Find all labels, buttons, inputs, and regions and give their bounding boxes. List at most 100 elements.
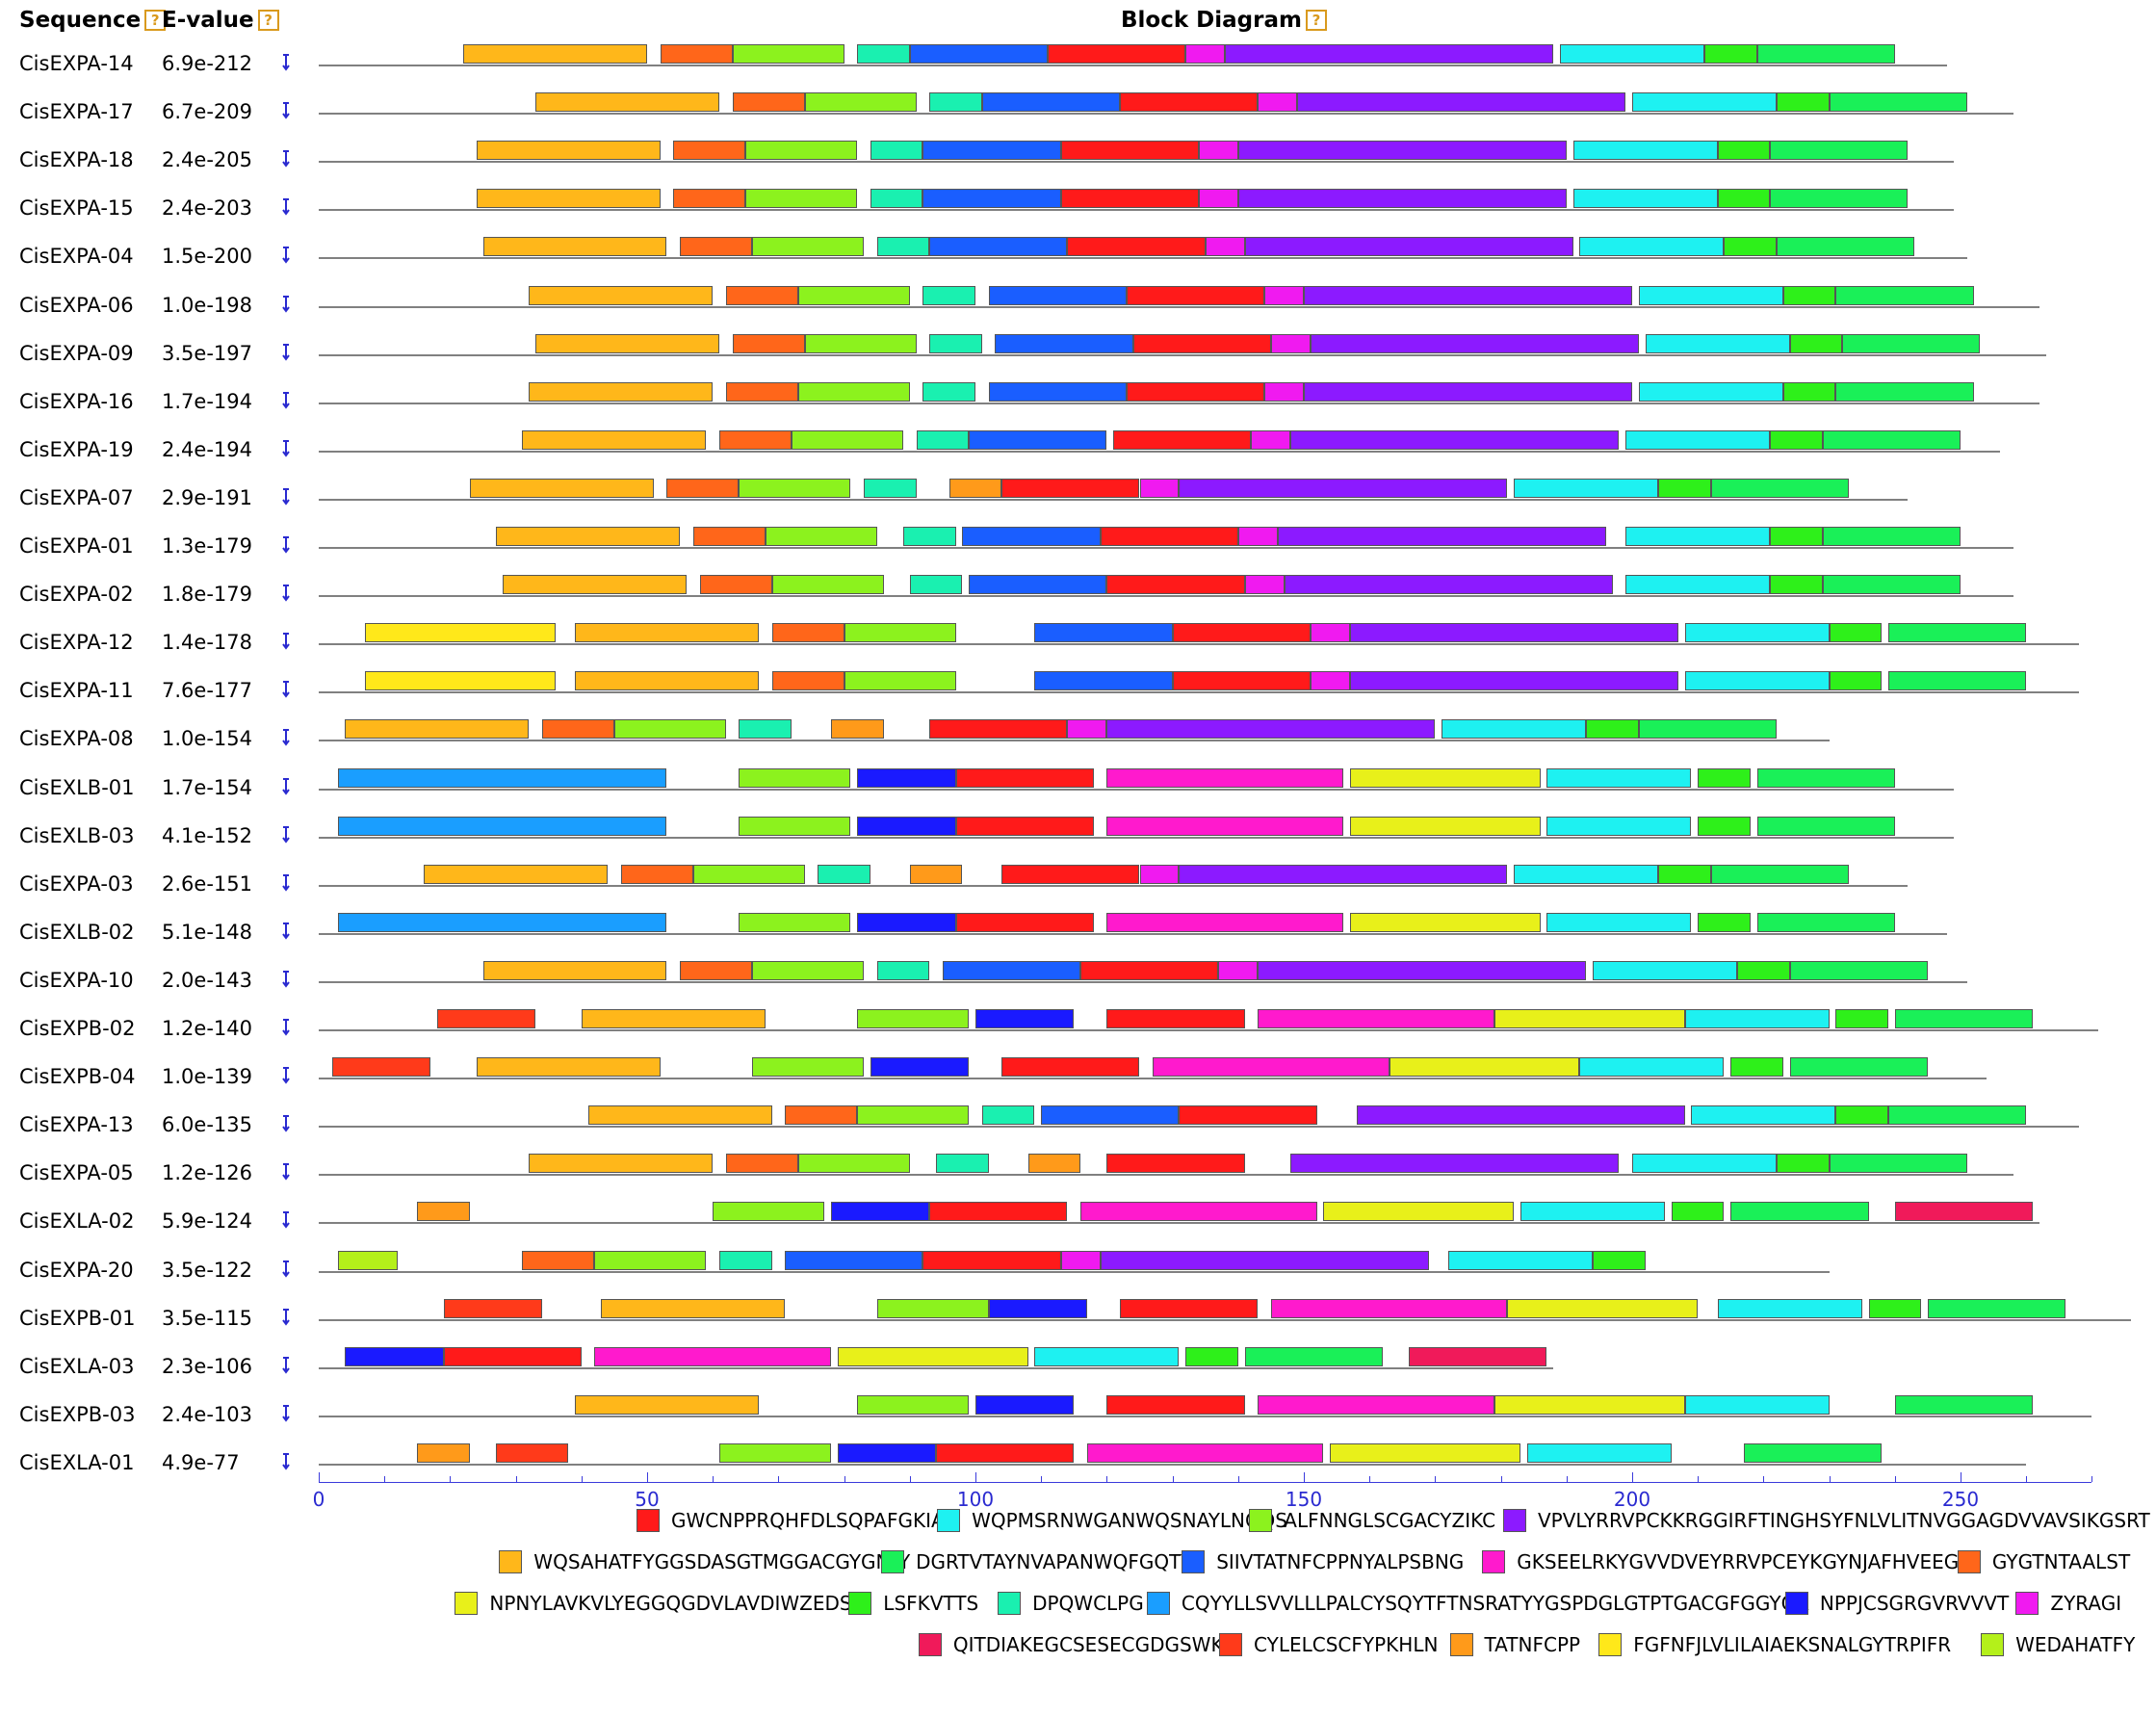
- motif-block[interactable]: [765, 527, 877, 546]
- strand-arrow-icon[interactable]: [281, 1356, 291, 1374]
- strand-arrow-icon[interactable]: [281, 1452, 291, 1470]
- strand-arrow-icon[interactable]: [281, 922, 291, 940]
- motif-block[interactable]: [502, 575, 687, 595]
- motif-block[interactable]: [1185, 1346, 1238, 1366]
- motif-block[interactable]: [936, 1442, 1075, 1463]
- motif-block[interactable]: [1770, 189, 1909, 209]
- motif-block[interactable]: [981, 1105, 1035, 1126]
- motif-block[interactable]: [1717, 189, 1771, 209]
- motif-block[interactable]: [1270, 333, 1311, 353]
- motif-block[interactable]: [1625, 429, 1771, 450]
- motif-block[interactable]: [1198, 141, 1238, 161]
- motif-block[interactable]: [1126, 381, 1265, 402]
- motif-block[interactable]: [1290, 1154, 1620, 1174]
- motif-block[interactable]: [1638, 719, 1778, 740]
- motif-block[interactable]: [1244, 237, 1573, 257]
- strand-arrow-icon[interactable]: [281, 585, 291, 602]
- strand-arrow-icon[interactable]: [281, 102, 291, 119]
- motif-block[interactable]: [948, 478, 1002, 498]
- motif-block[interactable]: [739, 478, 851, 498]
- motif-block[interactable]: [522, 429, 707, 450]
- motif-block[interactable]: [922, 285, 975, 305]
- motif-block[interactable]: [975, 1394, 1075, 1415]
- motif-block[interactable]: [876, 1298, 989, 1318]
- motif-block[interactable]: [713, 1202, 825, 1222]
- motif-block[interactable]: [1835, 381, 1974, 402]
- motif-block[interactable]: [574, 671, 759, 691]
- motif-block[interactable]: [522, 1250, 595, 1270]
- motif-block[interactable]: [469, 478, 654, 498]
- motif-block[interactable]: [1927, 1298, 2066, 1318]
- motif-block[interactable]: [1822, 527, 1961, 546]
- motif-block[interactable]: [620, 864, 693, 884]
- motif-block[interactable]: [1060, 141, 1199, 161]
- motif-block[interactable]: [739, 816, 851, 836]
- motif-block[interactable]: [1756, 912, 1895, 932]
- motif-block[interactable]: [417, 1202, 470, 1222]
- motif-block[interactable]: [1730, 1202, 1869, 1222]
- motif-block[interactable]: [719, 1442, 831, 1463]
- motif-block[interactable]: [739, 767, 851, 788]
- motif-block[interactable]: [837, 1346, 1028, 1366]
- motif-block[interactable]: [857, 767, 956, 788]
- motif-block[interactable]: [929, 333, 982, 353]
- motif-block[interactable]: [338, 912, 667, 932]
- motif-block[interactable]: [496, 527, 681, 546]
- motif-block[interactable]: [1270, 1298, 1508, 1318]
- motif-block[interactable]: [1684, 1394, 1830, 1415]
- motif-block[interactable]: [1067, 719, 1107, 740]
- motif-block[interactable]: [1514, 478, 1659, 498]
- motif-block[interactable]: [1789, 333, 1843, 353]
- motif-block[interactable]: [1218, 960, 1259, 980]
- motif-block[interactable]: [535, 92, 719, 113]
- motif-block[interactable]: [1349, 623, 1678, 643]
- strand-arrow-icon[interactable]: [281, 825, 291, 844]
- motif-block[interactable]: [1349, 912, 1541, 932]
- motif-block[interactable]: [929, 237, 1068, 257]
- strand-arrow-icon[interactable]: [281, 1404, 291, 1422]
- motif-block[interactable]: [1310, 333, 1639, 353]
- strand-arrow-icon[interactable]: [281, 439, 291, 457]
- motif-block[interactable]: [955, 767, 1094, 788]
- motif-block[interactable]: [771, 671, 844, 691]
- motif-block[interactable]: [1080, 960, 1219, 980]
- motif-block[interactable]: [975, 1009, 1075, 1028]
- motif-block[interactable]: [771, 575, 884, 595]
- motif-block[interactable]: [338, 1250, 398, 1270]
- strand-arrow-icon[interactable]: [281, 729, 291, 747]
- motif-block[interactable]: [1080, 1202, 1317, 1222]
- motif-block[interactable]: [1323, 1202, 1515, 1222]
- motif-block[interactable]: [1684, 1009, 1830, 1028]
- motif-block[interactable]: [1494, 1009, 1685, 1028]
- motif-block[interactable]: [1887, 623, 2027, 643]
- motif-block[interactable]: [1789, 1057, 1928, 1078]
- motif-block[interactable]: [732, 333, 805, 353]
- motif-block[interactable]: [1572, 189, 1718, 209]
- motif-block[interactable]: [680, 237, 753, 257]
- motif-block[interactable]: [574, 1394, 759, 1415]
- motif-block[interactable]: [1198, 189, 1238, 209]
- motif-block[interactable]: [1225, 44, 1554, 64]
- motif-block[interactable]: [1001, 864, 1140, 884]
- motif-block[interactable]: [443, 1298, 542, 1318]
- motif-block[interactable]: [1185, 44, 1226, 64]
- motif-block[interactable]: [909, 44, 1049, 64]
- motif-block[interactable]: [1139, 864, 1180, 884]
- motif-block[interactable]: [338, 767, 667, 788]
- motif-block[interactable]: [1172, 623, 1311, 643]
- strand-arrow-icon[interactable]: [281, 681, 291, 698]
- motif-block[interactable]: [955, 816, 1094, 836]
- motif-block[interactable]: [1106, 719, 1436, 740]
- motif-block[interactable]: [1546, 816, 1692, 836]
- motif-block[interactable]: [364, 671, 556, 691]
- motif-block[interactable]: [1067, 237, 1206, 257]
- motif-block[interactable]: [1829, 92, 1967, 113]
- motif-block[interactable]: [1258, 960, 1587, 980]
- motif-block[interactable]: [1743, 1442, 1883, 1463]
- motif-block[interactable]: [732, 92, 805, 113]
- motif-block[interactable]: [1494, 1394, 1685, 1415]
- motif-block[interactable]: [601, 1298, 786, 1318]
- motif-block[interactable]: [1756, 767, 1895, 788]
- motif-block[interactable]: [955, 912, 1094, 932]
- motif-block[interactable]: [1835, 1009, 1888, 1028]
